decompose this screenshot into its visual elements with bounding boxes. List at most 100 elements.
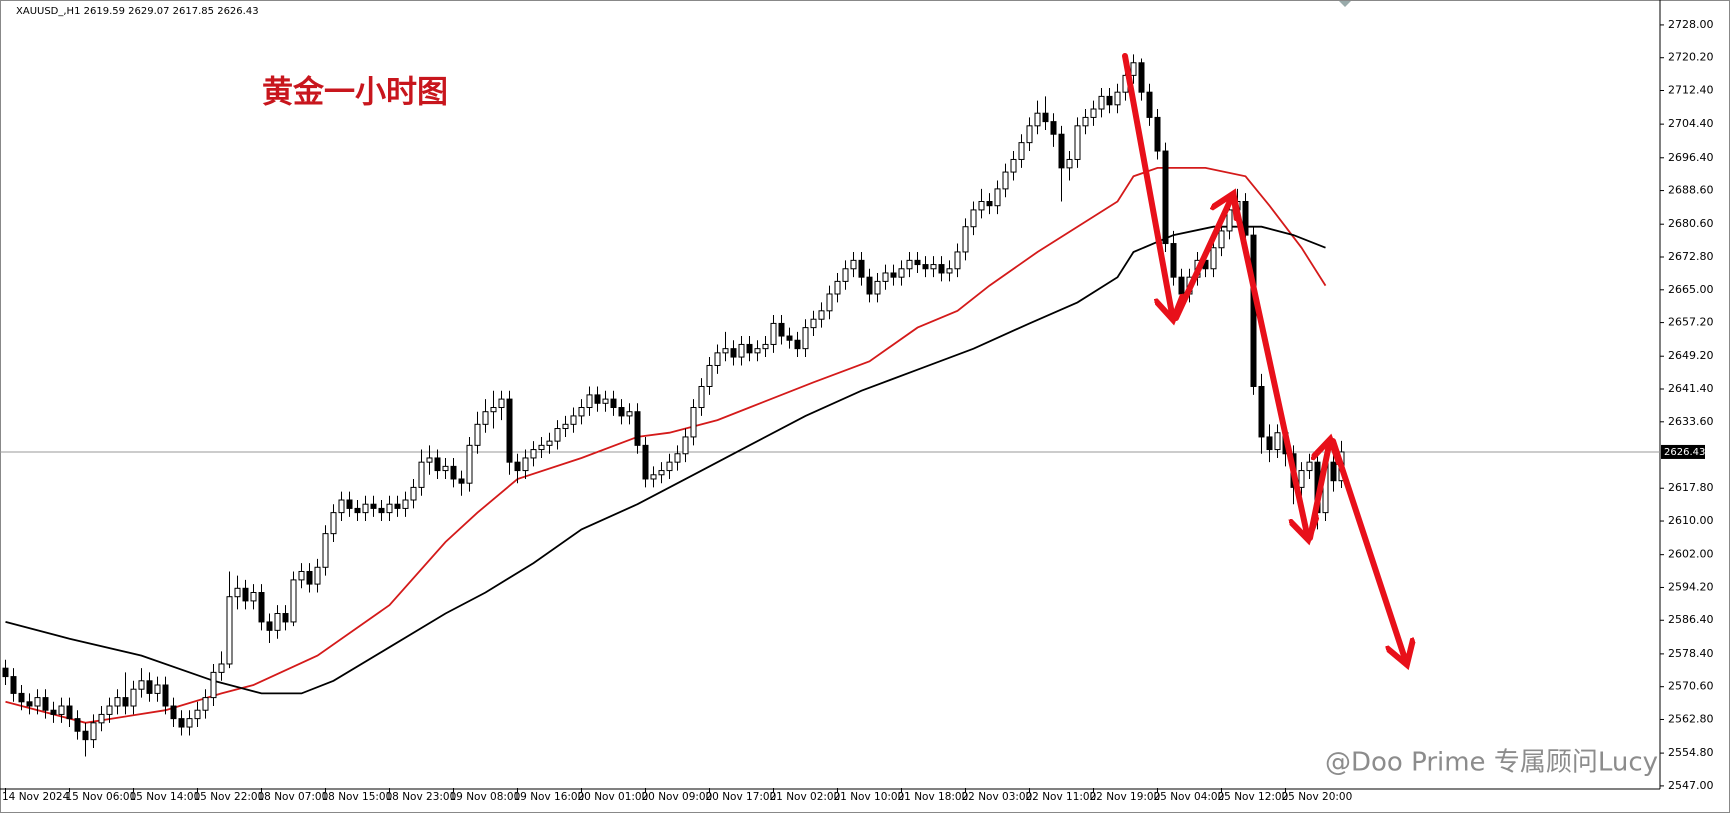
candle-body bbox=[1058, 133, 1065, 169]
candle-body bbox=[626, 411, 633, 417]
candle-body bbox=[1138, 62, 1145, 93]
candle-body bbox=[994, 188, 1001, 207]
y-tick-label: 2610.00 bbox=[1668, 514, 1714, 527]
candle-body bbox=[114, 697, 121, 707]
candle-body bbox=[314, 566, 321, 585]
candle-body bbox=[762, 343, 769, 350]
chart-title: XAUUSD_,H1 2619.59 2629.07 2617.85 2626.… bbox=[16, 6, 259, 17]
candle-body bbox=[266, 621, 273, 631]
y-tick-label: 2586.40 bbox=[1668, 613, 1714, 626]
candle-body bbox=[1162, 150, 1169, 245]
candle-body bbox=[354, 507, 361, 514]
candle-body bbox=[170, 705, 177, 720]
y-tick-label: 2657.20 bbox=[1668, 316, 1714, 329]
candle-body bbox=[122, 697, 129, 707]
candle-body bbox=[890, 272, 897, 278]
candle-body bbox=[866, 276, 873, 295]
candle-body bbox=[194, 709, 201, 720]
candle-body bbox=[466, 444, 473, 484]
candle-body bbox=[26, 701, 33, 707]
candle-body bbox=[1002, 171, 1009, 190]
candle-body bbox=[1018, 142, 1025, 160]
y-tick-label: 2594.20 bbox=[1668, 580, 1714, 593]
y-tick-label: 2578.40 bbox=[1668, 647, 1714, 660]
candle-body bbox=[746, 343, 753, 354]
candle-body bbox=[1298, 470, 1305, 488]
candle-body bbox=[1074, 125, 1081, 160]
candle-body bbox=[690, 407, 697, 438]
y-tick-label: 2554.80 bbox=[1668, 746, 1714, 759]
candle-body bbox=[770, 322, 777, 345]
candle-body bbox=[50, 709, 57, 715]
arrow bbox=[1330, 438, 1405, 659]
candle-body bbox=[226, 596, 233, 665]
candle-body bbox=[506, 398, 513, 463]
candle-body bbox=[490, 407, 497, 413]
x-tick-label: 21 Nov 02:00 bbox=[770, 791, 841, 803]
candle-body bbox=[1170, 243, 1177, 278]
candle-body bbox=[786, 335, 793, 341]
candle-body bbox=[834, 280, 841, 295]
x-tick-label: 20 Nov 09:00 bbox=[642, 791, 713, 803]
candle-body bbox=[98, 713, 105, 724]
y-tick-label: 2712.40 bbox=[1668, 84, 1714, 97]
candle-body bbox=[1130, 62, 1137, 76]
candle-body bbox=[986, 201, 993, 207]
y-tick-label: 2617.80 bbox=[1668, 481, 1714, 494]
y-tick-label: 2696.40 bbox=[1668, 151, 1714, 164]
plot: 2728.00 2720.20 2712.40 2704.40 2696.40 2688.… bbox=[0, 18, 1714, 803]
x-tick-label: 22 Nov 19:00 bbox=[1090, 791, 1161, 803]
x-tick-label: 18 Nov 23:00 bbox=[386, 791, 457, 803]
x-tick-label: 19 Nov 16:00 bbox=[514, 791, 585, 803]
candle-body bbox=[386, 503, 393, 514]
candle-body bbox=[698, 385, 705, 409]
candle-body bbox=[1218, 230, 1225, 249]
candle-body bbox=[714, 352, 721, 366]
moving-average bbox=[5, 225, 1326, 695]
candle-body bbox=[18, 692, 25, 703]
candle-body bbox=[1266, 436, 1273, 451]
candle-body bbox=[562, 423, 569, 430]
candle-body bbox=[162, 684, 169, 707]
candle-body bbox=[858, 259, 865, 278]
scroll-marker bbox=[1339, 1, 1351, 7]
candle-body bbox=[522, 457, 529, 472]
candle-body bbox=[138, 680, 145, 690]
y-tick-label: 2641.40 bbox=[1668, 382, 1714, 395]
x-tick-label: 22 Nov 03:00 bbox=[962, 791, 1033, 803]
candle-body bbox=[306, 570, 313, 585]
candle-body bbox=[642, 444, 649, 480]
candle-body bbox=[906, 259, 913, 270]
candle-body bbox=[530, 449, 537, 459]
y-tick-label: 2720.20 bbox=[1668, 51, 1714, 64]
candle-body bbox=[1090, 108, 1097, 118]
candle-body bbox=[186, 718, 193, 728]
candle-body bbox=[546, 440, 553, 446]
candle-body bbox=[802, 327, 809, 350]
candle-body bbox=[370, 503, 377, 509]
candle-body bbox=[882, 272, 889, 282]
candle-body bbox=[930, 264, 937, 270]
price-label-text: 2626.43 bbox=[1664, 447, 1705, 458]
x-tick-label: 14 Nov 2024 bbox=[2, 791, 70, 803]
candle-body bbox=[274, 613, 281, 631]
y-tick-label: 2633.60 bbox=[1668, 415, 1714, 428]
arrow bbox=[1307, 445, 1329, 541]
x-tick-label: 15 Nov 06:00 bbox=[66, 791, 137, 803]
candle-body bbox=[450, 465, 457, 480]
candle-body bbox=[1274, 432, 1281, 451]
candle-body bbox=[10, 676, 17, 694]
y-tick-label: 2547.00 bbox=[1668, 779, 1714, 792]
candle-body bbox=[666, 461, 673, 472]
candle-body bbox=[1082, 116, 1089, 127]
candle-body bbox=[874, 280, 881, 295]
y-tick-label: 2665.00 bbox=[1668, 283, 1714, 296]
arrow bbox=[1231, 194, 1307, 534]
candle-body bbox=[1010, 158, 1017, 173]
candle-body bbox=[730, 348, 737, 358]
candle-body bbox=[106, 705, 113, 715]
candle-body bbox=[1154, 116, 1161, 152]
candle-body bbox=[42, 697, 49, 711]
candle-body bbox=[1178, 276, 1185, 295]
